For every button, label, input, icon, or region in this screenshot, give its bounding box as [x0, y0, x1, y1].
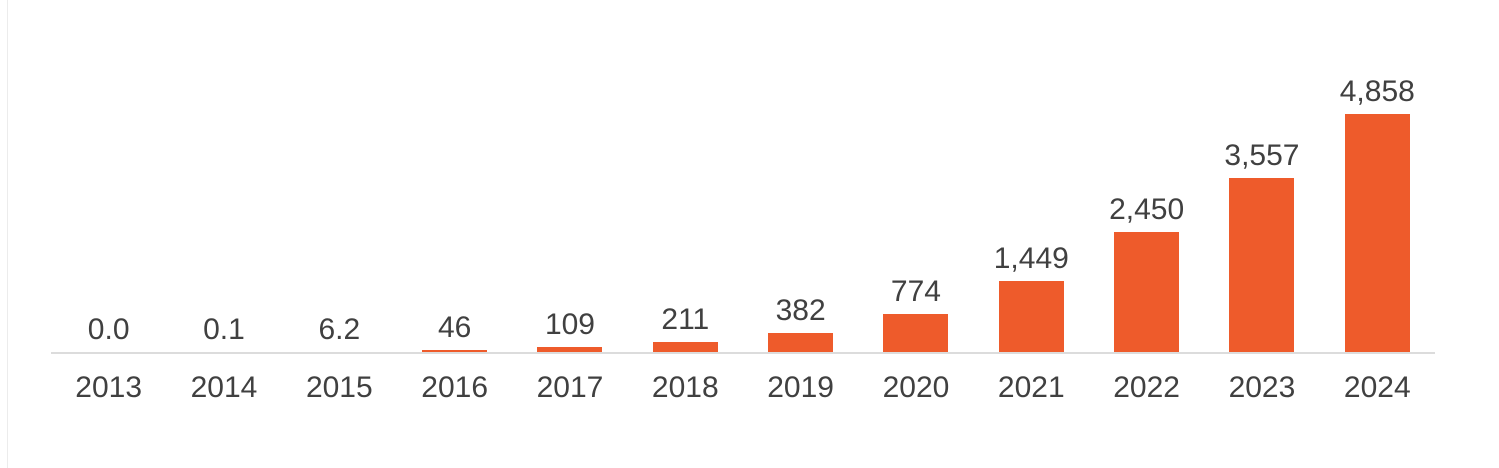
bar-column-2018: 211: [628, 0, 743, 352]
bar-column-2019: 382: [743, 0, 858, 352]
bar-2023: [1229, 177, 1295, 352]
x-tick-label-2024: 2024: [1343, 371, 1411, 404]
x-tick-label-2014: 2014: [190, 371, 258, 404]
bar-2020: [883, 314, 949, 352]
x-tick-label-2023: 2023: [1228, 371, 1296, 404]
bar-value-label-2021: 1,449: [993, 242, 1069, 276]
bar-column-2017: 109: [512, 0, 627, 352]
x-tick-label-2022: 2022: [1113, 371, 1180, 404]
bar-column-2021: 1,449: [974, 0, 1089, 352]
x-tick-label-2017: 2017: [536, 371, 604, 404]
bar-column-2023: 3,557: [1204, 0, 1319, 352]
bar-column-2024: 4,858: [1320, 0, 1435, 352]
x-tick-label-2015: 2015: [305, 371, 373, 404]
bar-2022: [1114, 231, 1180, 352]
bar-value-label-2020: 774: [890, 275, 941, 309]
bar-value-label-2018: 211: [661, 302, 710, 336]
x-tick-label-2016: 2016: [421, 371, 489, 404]
x-tick-label-2013: 2013: [75, 371, 143, 404]
bar-2018: [652, 341, 718, 352]
x-tick-label-2019: 2019: [767, 371, 834, 404]
bar-value-label-2014: 0.1: [203, 313, 245, 346]
bar-2024: [1344, 114, 1410, 352]
bar-value-label-2024: 4,858: [1339, 75, 1415, 108]
bar-column-2016: 46: [397, 0, 512, 352]
bar-value-label-2022: 2,450: [1109, 192, 1185, 226]
bar-2019: [768, 333, 834, 352]
bar-column-2013: 0.0: [51, 0, 166, 352]
page-left-edge: [7, 0, 8, 468]
plot-area: 0.0 0.1 6.2 46 109 211 382 774 1,449 2,450 3,557 4,…: [51, 0, 1435, 352]
bar-value-label-2017: 109: [544, 307, 595, 341]
bar-value-label-2013: 0.0: [87, 313, 130, 346]
bar-2016: [422, 349, 488, 352]
bar-2021: [998, 281, 1064, 352]
x-tick-label-2018: 2018: [651, 371, 719, 404]
bar-value-label-2015: 6.2: [318, 312, 361, 346]
x-tick-label-2021: 2021: [997, 371, 1065, 404]
bar-value-label-2019: 382: [775, 294, 826, 328]
x-tick-label-2020: 2020: [882, 371, 950, 404]
bar-chart: 0.0 0.1 6.2 46 109 211 382 774 1,449 2,450 3,557 4,…: [51, 0, 1435, 468]
x-axis-labels: 2013 2014 2015 2016 2017 2018 2019 2020 2021 2022…: [51, 371, 1435, 404]
bar-column-2014: 0.1: [166, 0, 281, 352]
bar-column-2022: 2,450: [1089, 0, 1204, 352]
bar-value-label-2016: 46: [437, 310, 472, 344]
bar-value-label-2023: 3,557: [1224, 138, 1300, 172]
bar-2017: [537, 346, 603, 352]
bar-column-2015: 6.2: [282, 0, 397, 352]
bar-column-2020: 774: [858, 0, 973, 352]
x-axis-line: [51, 352, 1435, 354]
